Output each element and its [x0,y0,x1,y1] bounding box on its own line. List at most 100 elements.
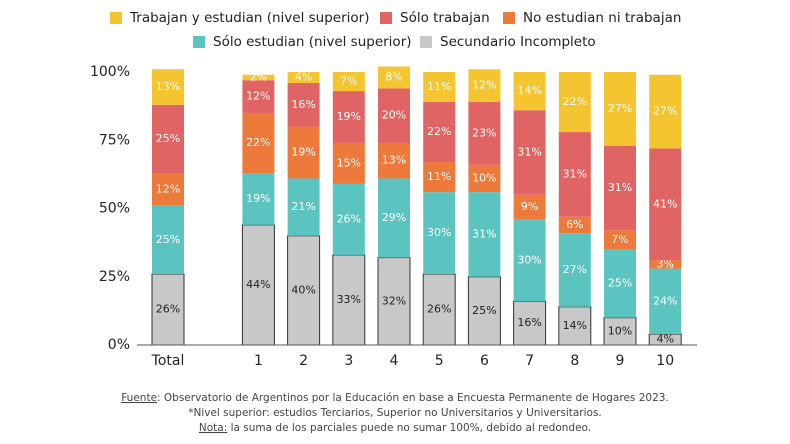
x-tick-label: 9 [616,353,625,369]
x-tick-label: 4 [390,353,399,369]
value-label: 30% [517,253,541,266]
x-tick-label: Total [151,353,185,369]
y-tick-label: 50% [99,201,130,217]
value-label: 21% [291,200,315,213]
bar-segment [649,268,682,335]
value-label: 7% [340,75,357,88]
bar-segment [151,273,185,346]
value-label: 24% [653,294,677,307]
legend-swatch [193,36,205,48]
bar-segment [513,72,546,111]
legend-label: No estudian ni trabajan [523,10,681,26]
x-tick-label: 1 [254,353,263,369]
bar-segment [152,69,184,105]
value-label: 32% [382,294,406,307]
bar-segment [558,72,591,133]
bar-segment [604,249,636,318]
y-tick-label: 100% [90,64,130,80]
bar-segment [287,72,320,83]
value-label: 29% [382,211,406,224]
value-label: 3% [656,257,673,270]
value-label: 22% [246,136,270,149]
y-tick-label: 25% [99,269,130,285]
x-tick-label: 8 [570,353,579,369]
value-label: 13% [382,154,406,167]
value-label: 25% [608,277,632,290]
x-tick-label: 10 [656,353,674,369]
value-label: 15% [337,156,361,169]
value-label: 26% [156,303,180,316]
value-label: 9% [521,200,538,213]
value-label: 33% [337,293,361,306]
bar-segment [287,235,321,346]
bar-segment [423,192,456,275]
source-text: : Observatorio de Argentinos por la Educ… [157,392,669,404]
footnote: *Nivel superior: estudios Terciarios, Su… [188,407,602,419]
bar-segment [287,82,320,127]
value-label: 26% [337,212,361,225]
bar-segment [513,194,546,220]
bar-segment [332,183,365,255]
bar-segment [423,102,456,163]
bar-segment [378,142,410,179]
x-tick-label: 6 [480,353,489,369]
value-label: 25% [156,132,180,145]
legend-swatch [420,36,432,48]
value-label: 14% [563,319,587,332]
legend-label: Sólo trabajan [400,10,490,26]
bar-segment [242,173,275,225]
bar-segment [423,72,456,103]
x-tick-label: 2 [299,353,308,369]
value-label: 27% [653,105,677,118]
x-tick-label: 5 [435,353,444,369]
value-label: 25% [472,304,496,317]
bar-segment [468,69,501,103]
bar-segment [649,74,682,149]
bar-segment [558,233,591,307]
bar-segment [649,260,682,269]
value-label: 16% [517,316,541,329]
value-label: 2% [250,70,267,83]
bar-segment [332,72,365,92]
value-label: 4% [295,70,312,83]
bar-segment [287,178,320,236]
bar-segment [604,72,636,146]
bar-segment [378,66,410,89]
value-label: 44% [246,278,270,291]
value-label: 23% [472,126,496,139]
bar-segment [378,178,410,258]
y-tick-label: 75% [99,132,130,148]
value-label: 31% [517,146,541,159]
value-label: 12% [156,182,180,195]
bar-segment [558,216,591,234]
bar-segment [513,300,547,346]
bar-segment [332,142,365,184]
value-label: 31% [563,167,587,180]
legend-label: Trabajan y estudian (nivel superior) [129,10,369,26]
legend-swatch [110,12,122,24]
value-label: 40% [291,283,315,296]
value-label: 26% [427,303,451,316]
bar-segment [332,254,366,346]
bar-segment [422,273,456,346]
source-label: Fuente [121,392,157,404]
x-tick-label: 7 [525,353,534,369]
bar-segment [468,164,501,193]
value-label: 8% [385,70,402,83]
source-note: Fuente: Observatorio de Argentinos por l… [121,392,669,404]
bar-segment [242,80,275,113]
bar-segment [377,257,411,346]
bar-segment [468,102,501,165]
bar-segment [242,74,275,81]
value-label: 10% [472,171,496,184]
bar-segment [513,219,546,302]
legend-label: Secundario Incompleto [440,34,596,50]
bar-segment [423,162,456,193]
value-label: 19% [337,110,361,123]
value-label: 11% [427,80,451,93]
legend-swatch [503,12,515,24]
value-label: 19% [246,192,270,205]
value-label: 31% [608,181,632,194]
